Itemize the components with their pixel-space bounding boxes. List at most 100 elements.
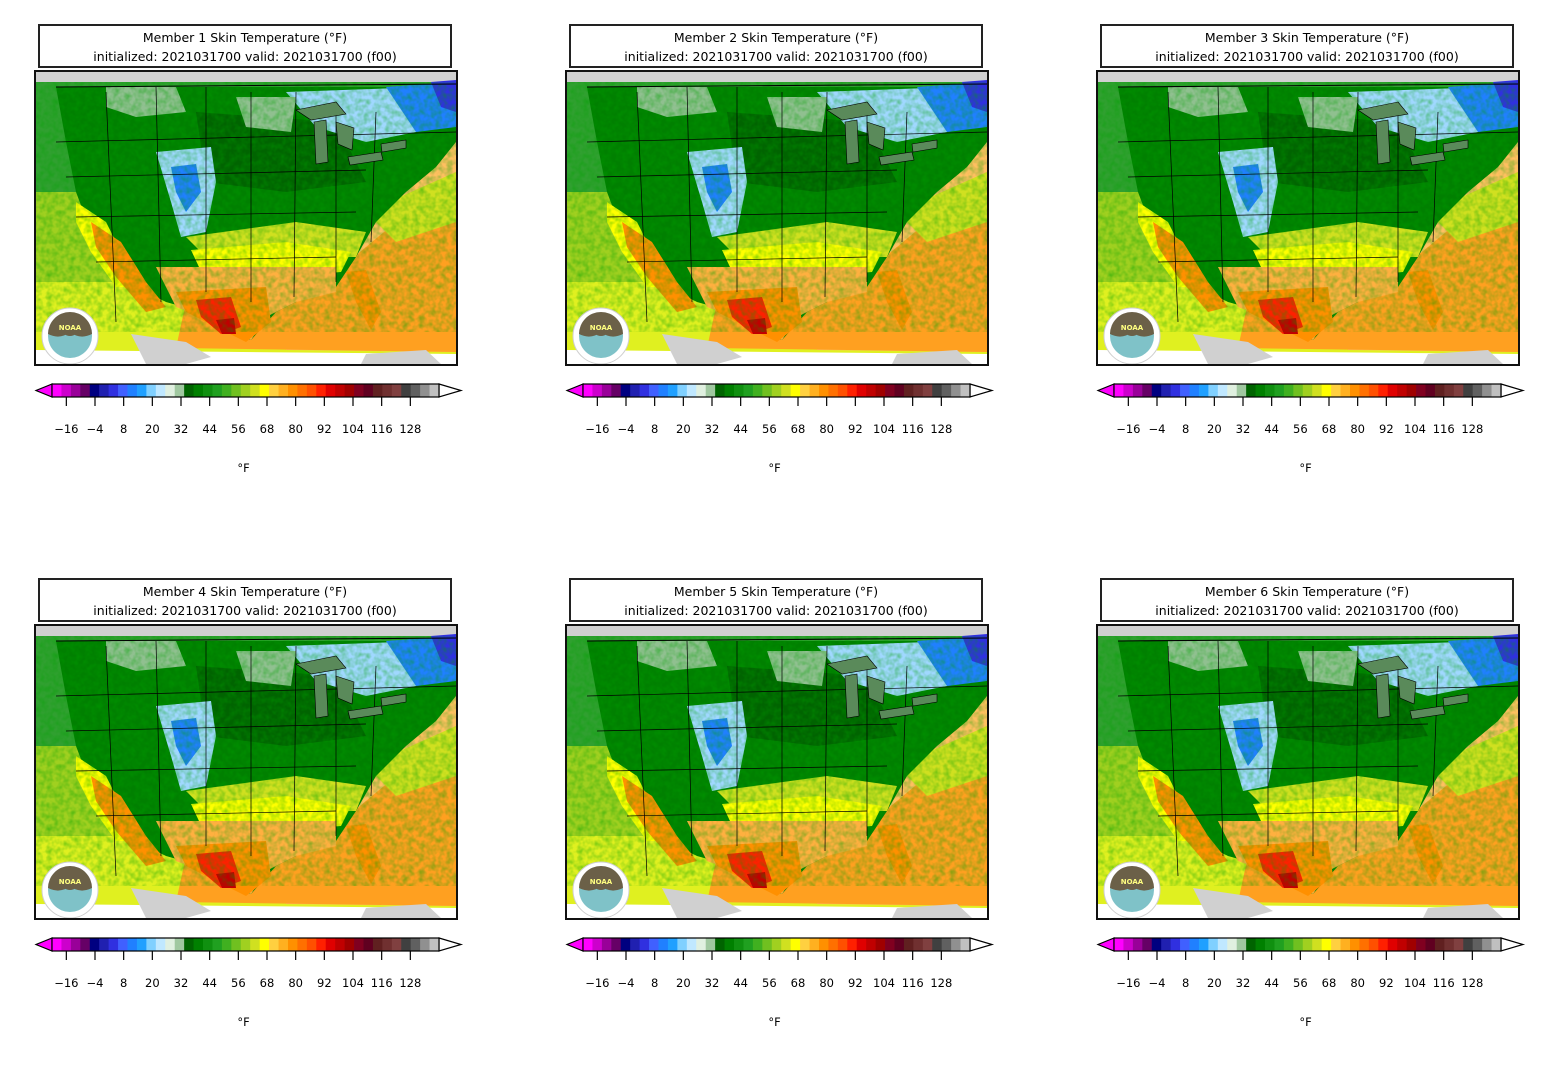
panel-title: Member 1 Skin Temperature (°F) bbox=[142, 30, 348, 45]
colorbar-segment bbox=[155, 384, 166, 397]
colorbar-segment bbox=[127, 938, 138, 951]
canada-land-top bbox=[36, 72, 456, 82]
colorbar-tick-label: 92 bbox=[848, 976, 863, 990]
panel-subtitle: initialized: 2021031700 valid: 202103170… bbox=[624, 603, 928, 618]
colorbar-segment bbox=[677, 938, 688, 951]
colorbar-segment bbox=[1359, 384, 1370, 397]
panel-subtitle: initialized: 2021031700 valid: 202103170… bbox=[624, 49, 928, 64]
colorbar-unit-label: °F bbox=[237, 1015, 249, 1029]
colorbar-tick-label: 128 bbox=[399, 976, 421, 990]
colorbar-segment bbox=[1425, 938, 1436, 951]
colorbar-segment bbox=[382, 938, 393, 951]
colorbar-segment bbox=[80, 384, 91, 397]
colorbar-tick-label: 20 bbox=[1207, 976, 1222, 990]
colorbar-segment bbox=[306, 384, 317, 397]
colorbar-segment bbox=[866, 384, 877, 397]
colorbar-tick-label: 92 bbox=[1379, 422, 1394, 436]
colorbar-tick-label: 80 bbox=[1350, 422, 1365, 436]
colorbar-segment bbox=[1416, 384, 1426, 397]
colorbar-tick-label: 68 bbox=[1322, 422, 1337, 436]
colorbar-segment bbox=[1331, 938, 1341, 951]
colorbar-segment bbox=[837, 384, 848, 397]
colorbar-segment bbox=[639, 938, 650, 951]
colorbar-svg: −16 −4 8 20 32 44 56 68 80 92 104 116 128 °F bbox=[1096, 383, 1526, 475]
colorbar-extend-max bbox=[969, 383, 995, 398]
colorbar-segment bbox=[174, 384, 185, 397]
colorbar-tick-label: 8 bbox=[651, 976, 658, 990]
skin-temperature-map: NOAA bbox=[34, 70, 458, 366]
panel-title-box: Member 2 Skin Temperature (°F) initializ… bbox=[569, 24, 983, 68]
svg-text:NOAA: NOAA bbox=[590, 324, 613, 332]
colorbar-segment bbox=[1274, 938, 1285, 951]
panel-subtitle: initialized: 2021031700 valid: 202103170… bbox=[1155, 49, 1459, 64]
colorbar-segment bbox=[278, 384, 289, 397]
map-svg: NOAA bbox=[36, 626, 456, 918]
colorbar-tick-label: 32 bbox=[174, 422, 189, 436]
colorbar-segment bbox=[221, 938, 232, 951]
colorbar-segment bbox=[212, 938, 223, 951]
colorbar-segment bbox=[136, 938, 147, 951]
colorbar-unit-label: °F bbox=[1299, 1015, 1311, 1029]
colorbar-segment bbox=[960, 938, 971, 951]
colorbar-segment bbox=[344, 384, 355, 397]
colorbar-segment bbox=[250, 938, 261, 951]
svg-text:NOAA: NOAA bbox=[590, 878, 613, 886]
colorbar-tick-label: 8 bbox=[651, 422, 658, 436]
colorbar-segment bbox=[146, 384, 157, 397]
state-borders bbox=[55, 83, 456, 323]
noaa-logo: NOAA bbox=[572, 861, 630, 918]
colorbar-segment bbox=[951, 384, 961, 397]
skin-temperature-map: NOAA bbox=[1096, 624, 1520, 920]
colorbar-segment bbox=[856, 938, 867, 951]
colorbar-segment bbox=[1378, 384, 1389, 397]
colorbar-tick-label: 56 bbox=[231, 976, 246, 990]
colorbar-tick-label: 104 bbox=[342, 422, 364, 436]
skin-temperature-map: NOAA bbox=[34, 624, 458, 920]
caribbean-land bbox=[1423, 350, 1503, 364]
colorbar-segment bbox=[1274, 384, 1285, 397]
colorbar-segment bbox=[372, 938, 383, 951]
map-panel-5: Member 5 Skin Temperature (°F) initializ… bbox=[565, 578, 1005, 1078]
colorbar-segment bbox=[1255, 384, 1266, 397]
skin-temperature-map: NOAA bbox=[565, 624, 989, 920]
colorbar-segment bbox=[932, 384, 943, 397]
colorbar-segment bbox=[800, 938, 810, 951]
colorbar-segment bbox=[828, 384, 839, 397]
colorbar-segment bbox=[1114, 384, 1124, 397]
colorbar-segment bbox=[941, 384, 952, 397]
noaa-logo: NOAA bbox=[572, 307, 630, 364]
colorbar-segment bbox=[89, 384, 100, 397]
colorbar-extend-min bbox=[34, 937, 53, 952]
colorbar-segment bbox=[410, 938, 421, 951]
colorbar-segment bbox=[667, 938, 678, 951]
colorbar-segment bbox=[1198, 384, 1209, 397]
colorbar-tick-label: 44 bbox=[1264, 422, 1279, 436]
colorbar-tick-label: 20 bbox=[1207, 422, 1222, 436]
canada-land-top bbox=[567, 72, 987, 82]
colorbar-segment bbox=[203, 938, 213, 951]
colorbar-segment bbox=[325, 938, 336, 951]
great-lakes bbox=[826, 655, 938, 720]
colorbar-segment bbox=[752, 384, 763, 397]
colorbar-segment bbox=[429, 384, 440, 397]
colorbar-tick-label: 116 bbox=[902, 422, 924, 436]
colorbar-segment bbox=[52, 938, 62, 951]
colorbar-segment bbox=[903, 384, 914, 397]
colorbar-segment bbox=[828, 938, 839, 951]
colorbar-segment bbox=[1123, 938, 1134, 951]
colorbar-segment bbox=[1142, 384, 1153, 397]
colorbar-segment bbox=[743, 384, 754, 397]
colorbar-segment bbox=[686, 938, 697, 951]
colorbar-segment bbox=[592, 384, 603, 397]
colorbar-segment bbox=[278, 938, 289, 951]
colorbar-segment bbox=[1331, 384, 1341, 397]
colorbar-segment bbox=[809, 938, 820, 951]
great-lakes bbox=[826, 101, 938, 166]
colorbar-segment bbox=[875, 938, 886, 951]
colorbar-tick-label: −16 bbox=[585, 976, 609, 990]
colorbar-segment bbox=[165, 938, 176, 951]
colorbar-segment bbox=[1359, 938, 1370, 951]
terrain-texture bbox=[36, 636, 456, 886]
panel-subtitle: initialized: 2021031700 valid: 202103170… bbox=[93, 49, 397, 64]
colorbar-segment bbox=[382, 384, 393, 397]
